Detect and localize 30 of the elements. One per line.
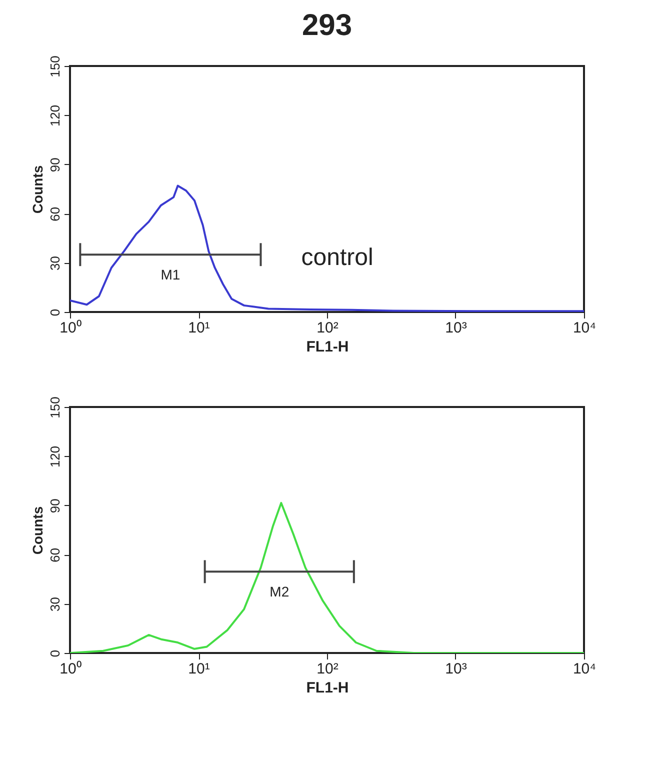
y-tick-label: 120 (48, 104, 62, 127)
x-tick-label: 10⁰ (60, 660, 82, 678)
y-tick-label: 30 (48, 256, 62, 271)
x-tick-label: 10⁴ (572, 660, 596, 678)
series-label: M2 (270, 584, 290, 600)
y-tick-label: 60 (48, 206, 62, 222)
y-tick-label: 90 (48, 498, 62, 514)
x-tick-label: 10¹ (188, 320, 210, 336)
y-tick-label: 30 (48, 597, 62, 612)
y-tick-label: 150 (48, 396, 62, 418)
chart-title: 293 (302, 9, 352, 42)
y-tick-label: 150 (48, 56, 62, 78)
x-tick-label: 10⁴ (572, 320, 596, 336)
y-tick-label: 0 (48, 308, 62, 316)
y-tick-label: 60 (48, 548, 62, 562)
x-tick-label: 10² (316, 320, 338, 336)
x-axis-title: FL1-H (306, 338, 349, 356)
annotation: control (301, 244, 374, 271)
y-axis-title: Counts (30, 165, 46, 214)
y-tick-label: 0 (48, 650, 62, 658)
x-tick-label: 10³ (445, 660, 467, 678)
x-tick-label: 10³ (445, 320, 467, 336)
y-tick-label: 90 (48, 158, 62, 172)
x-tick-label: 10² (316, 660, 338, 678)
x-axis-title: FL1-H (306, 680, 349, 696)
y-tick-label: 120 (48, 446, 62, 468)
series-label: M1 (160, 266, 180, 283)
y-axis-title: Counts (30, 506, 46, 555)
x-tick-label: 10⁰ (60, 320, 82, 336)
x-tick-label: 10¹ (188, 660, 210, 678)
